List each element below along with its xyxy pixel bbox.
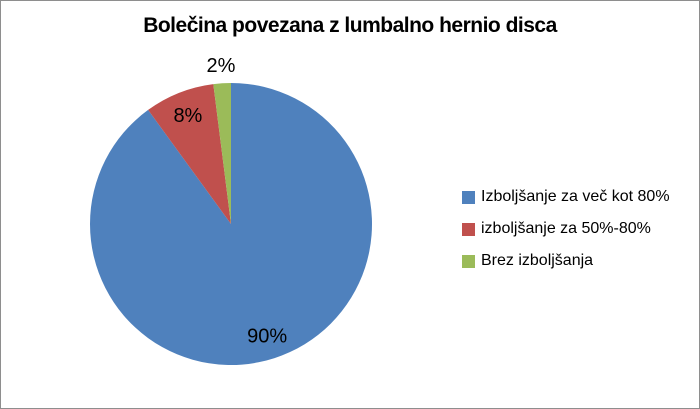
legend-label: Brez izboljšanja: [481, 252, 594, 269]
legend-swatch: [462, 190, 475, 204]
legend-item: Izboljšanje za več kot 80%: [462, 186, 670, 208]
legend: Izboljšanje za več kot 80% izboljšanje z…: [462, 186, 670, 282]
legend-swatch: [462, 222, 475, 236]
pie-slice: [213, 83, 231, 224]
legend-item: izboljšanje za 50%-80%: [462, 218, 670, 240]
legend-label: izboljšanje za 50%-80%: [481, 220, 651, 237]
pie-slice: [148, 84, 231, 224]
legend-label: Izboljšanje za več kot 80%: [481, 188, 670, 205]
pie-slice: [89, 83, 372, 365]
data-label: 8%: [173, 105, 202, 127]
chart-title: Bolečina povezana z lumbalno hernio disc…: [143, 14, 557, 37]
legend-swatch: [462, 254, 475, 268]
data-label: 2%: [207, 55, 236, 77]
legend-item: Brez izboljšanja: [462, 250, 670, 272]
data-label: 90%: [247, 325, 287, 347]
